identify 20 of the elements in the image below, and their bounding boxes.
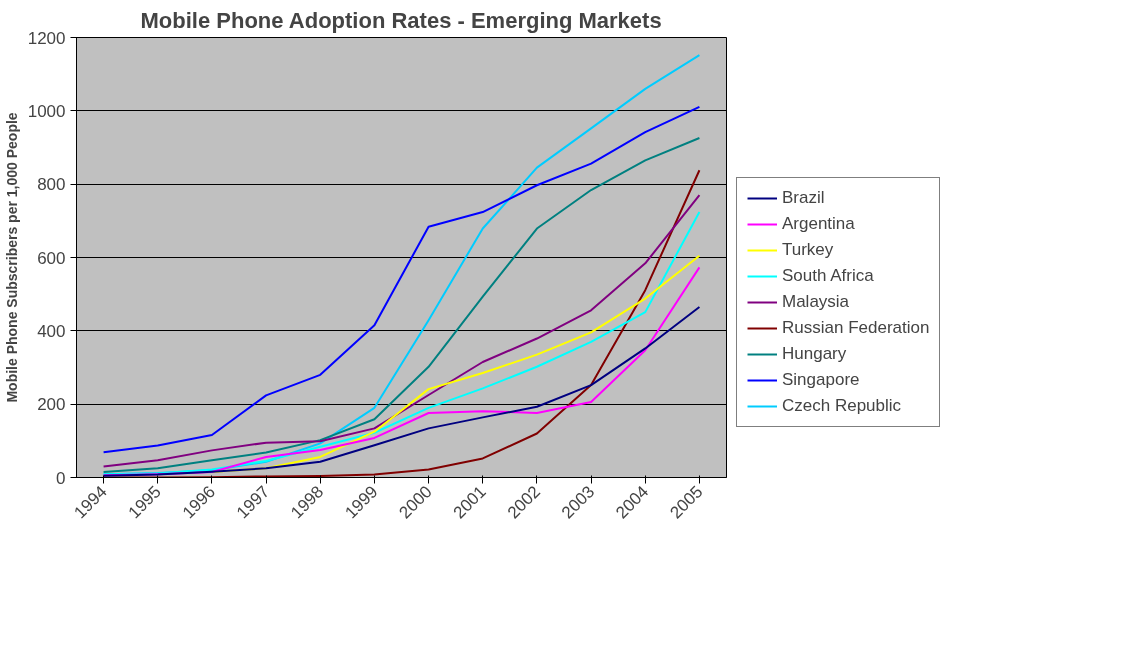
line-series xyxy=(102,306,701,477)
legend-label: Singapore xyxy=(782,370,860,390)
legend-label: Czech Republic xyxy=(782,396,902,416)
legend-label: Malaysia xyxy=(782,292,850,312)
y-tick-label: 0 xyxy=(56,468,66,488)
y-tick-label: 1200 xyxy=(27,28,66,48)
legend-label: Hungary xyxy=(782,344,847,364)
y-tick-label: 200 xyxy=(37,395,66,415)
legend-label: Russian Federation xyxy=(782,318,930,338)
legend-label: Argentina xyxy=(782,214,855,234)
chart-title: Mobile Phone Adoption Rates - Emerging Markets xyxy=(140,7,662,33)
y-axis-title: Mobile Phone Subscribers per 1,000 People xyxy=(3,112,20,403)
y-tick-label: 800 xyxy=(37,175,66,195)
line-series xyxy=(102,266,701,477)
legend-label: Brazil xyxy=(782,188,825,208)
legend-label: Turkey xyxy=(782,240,834,260)
y-tick-label: 600 xyxy=(37,248,66,268)
y-tick-label: 1000 xyxy=(27,101,66,121)
legend-label: South Africa xyxy=(782,266,874,286)
y-tick-label: 400 xyxy=(37,321,66,341)
